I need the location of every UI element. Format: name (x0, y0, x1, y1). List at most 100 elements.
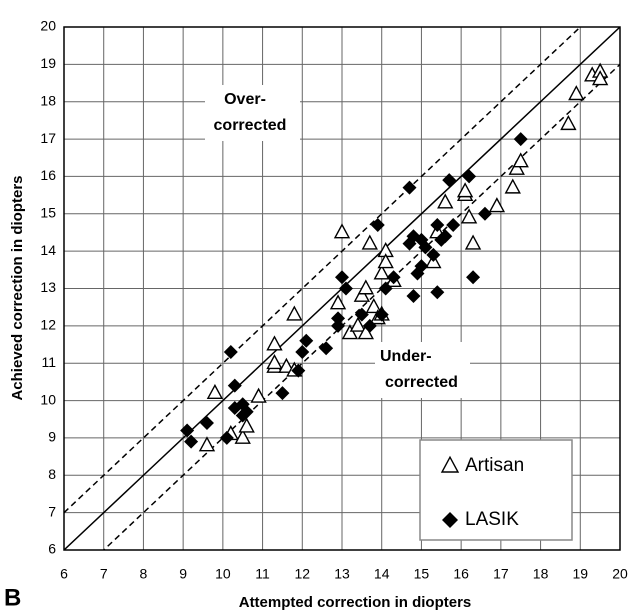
marker-diamond (219, 430, 234, 445)
marker-triangle (278, 357, 295, 373)
marker-diamond (402, 180, 417, 195)
x-tick-label: 18 (533, 566, 549, 582)
y-tick-label: 12 (40, 317, 56, 333)
marker-diamond (442, 173, 457, 188)
y-tick-label: 9 (48, 429, 56, 445)
marker-diamond (199, 415, 214, 430)
marker-diamond (406, 288, 421, 303)
marker-diamond (442, 512, 458, 528)
y-tick-label: 20 (40, 18, 56, 34)
marker-triangle (266, 335, 283, 351)
marker-diamond (426, 247, 441, 262)
x-tick-label: 19 (572, 566, 588, 582)
y-tick-label: 13 (40, 279, 56, 295)
y-tick-label: 6 (48, 541, 56, 557)
marker-diamond (370, 217, 385, 232)
marker-diamond (462, 169, 477, 184)
marker-triangle (329, 294, 347, 310)
marker-triangle (591, 70, 609, 86)
plot-frame (63, 26, 621, 551)
marker-diamond (275, 386, 290, 401)
legend-label: LASIK (465, 509, 519, 530)
y-tick-label: 14 (40, 242, 56, 258)
annotation: corrected (214, 117, 287, 134)
annotation-bg (375, 342, 470, 398)
marker-diamond (335, 270, 349, 285)
x-tick-label: 20 (612, 566, 628, 582)
marker-diamond (299, 333, 314, 348)
legend-label: Artisan (465, 455, 524, 476)
annotation: corrected (385, 374, 458, 391)
marker-diamond (184, 434, 199, 449)
marker-diamond (438, 229, 453, 244)
marker-triangle (440, 455, 460, 473)
marker-triangle (333, 223, 351, 239)
x-tick-label: 6 (60, 566, 68, 582)
annotation: Under- (380, 348, 432, 365)
marker-diamond (319, 341, 334, 356)
marker-diamond (331, 318, 346, 333)
annotation: Over- (224, 91, 266, 108)
reference-line (64, 27, 582, 514)
marker-triangle (357, 279, 375, 295)
x-axis-title: Attempted correction in diopters (239, 594, 472, 611)
marker-diamond (227, 378, 242, 393)
y-tick-label: 19 (40, 55, 56, 71)
marker-triangle (512, 152, 529, 168)
marker-triangle (488, 197, 506, 213)
marker-triangle (456, 182, 474, 198)
marker-diamond (446, 217, 461, 232)
marker-diamond (223, 345, 238, 360)
marker-triangle (238, 417, 255, 433)
y-tick-label: 11 (41, 354, 56, 370)
y-tick-label: 8 (48, 466, 56, 482)
x-tick-label: 12 (294, 566, 310, 582)
marker-diamond (291, 363, 306, 378)
marker-triangle (286, 305, 303, 321)
marker-triangle (464, 234, 482, 250)
marker-triangle (504, 178, 521, 194)
marker-triangle (266, 354, 283, 370)
marker-triangle (198, 436, 216, 452)
marker-diamond (295, 345, 310, 360)
marker-diamond (180, 423, 195, 438)
marker-diamond (418, 240, 433, 255)
panel-label: B (4, 584, 21, 611)
marker-diamond (354, 307, 369, 322)
marker-diamond (239, 404, 254, 419)
x-tick-label: 15 (414, 566, 430, 582)
marker-triangle (206, 383, 224, 400)
marker-triangle (341, 324, 359, 340)
marker-diamond (378, 281, 393, 296)
marker-triangle (377, 253, 394, 269)
marker-triangle (373, 264, 390, 280)
marker-triangle (568, 85, 585, 101)
marker-diamond (477, 206, 492, 221)
x-tick-label: 8 (140, 566, 148, 582)
marker-triangle (365, 298, 382, 314)
x-tick-label: 11 (255, 566, 270, 582)
x-tick-label: 7 (100, 566, 108, 582)
marker-triangle (250, 387, 267, 403)
marker-triangle (349, 316, 367, 332)
x-tick-label: 16 (453, 566, 469, 582)
x-tick-label: 10 (215, 566, 231, 582)
y-tick-label: 17 (40, 130, 56, 146)
marker-diamond (414, 259, 429, 274)
marker-diamond (362, 318, 377, 333)
marker-triangle (560, 114, 577, 131)
y-tick-label: 7 (48, 503, 56, 519)
marker-triangle (508, 159, 525, 175)
marker-diamond (430, 217, 445, 232)
y-tick-label: 18 (40, 92, 56, 108)
marker-diamond (466, 270, 481, 285)
marker-diamond (331, 311, 346, 326)
marker-diamond (374, 307, 389, 322)
y-tick-label: 15 (40, 204, 56, 220)
x-tick-label: 14 (374, 566, 390, 582)
marker-diamond (430, 285, 445, 300)
marker-diamond (338, 281, 353, 296)
x-tick-label: 17 (493, 566, 509, 582)
y-tick-label: 10 (40, 391, 56, 407)
